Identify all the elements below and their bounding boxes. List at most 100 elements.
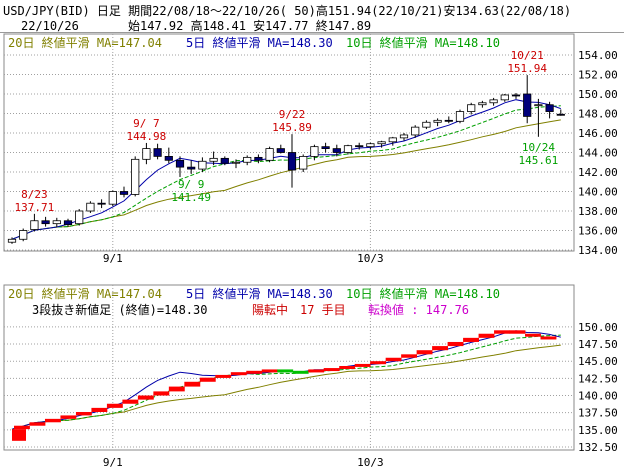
candle-body (164, 155, 173, 161)
upper-legend-ma20: 20日 終値平滑 MA=147.04 (8, 35, 162, 50)
line-break-count: 17 手目 (300, 303, 346, 317)
candle-body (198, 160, 207, 170)
line-break-brick (370, 361, 387, 365)
line-break-brick (401, 354, 418, 358)
lower-x-tick: 9/1 (103, 456, 123, 469)
candle-body (220, 157, 229, 164)
candle-body (310, 146, 319, 157)
upper-legend-ma5: 5日 終値平滑 MA=148.30 (186, 35, 333, 50)
candle-body (388, 137, 397, 143)
line-break-reversal: 転換値 : 147.76 (368, 302, 469, 317)
line-break-brick (44, 418, 61, 423)
line-break-brick (354, 363, 371, 367)
line-break-brick (494, 330, 510, 334)
annotation-date: 9/ 9 (178, 178, 205, 191)
annotation-date: 9/ 7 (133, 117, 160, 130)
line-break-brick (29, 422, 46, 426)
upper-plot-frame (3, 33, 575, 252)
lower-y-tick: 145.00 (578, 355, 618, 368)
lower-ma10-line (11, 334, 561, 430)
lower-y-tick: 137.50 (578, 407, 618, 420)
candle-body (52, 220, 61, 225)
candle-body (478, 102, 487, 106)
candle-body (254, 156, 263, 161)
line-break-brick (463, 337, 479, 342)
candle-body (422, 121, 431, 128)
ohlc-summary: 22/10/26 始147.92 高148.41 安147.77 終147.89 (3, 17, 371, 34)
lower-legend-ma10: 10日 終値平滑 MA=148.10 (346, 286, 500, 301)
line-break-brick (308, 369, 325, 373)
line-break-brick (91, 407, 108, 412)
candle-body (332, 148, 341, 153)
candle-body (75, 210, 84, 225)
candle-body (299, 155, 308, 170)
lower-ma20-line (11, 344, 561, 430)
period-summary: USD/JPY(BID) 日足 期間22/08/18～22/10/26( 50)… (3, 4, 572, 18)
line-break-info: 3段抜き新値足 (終値)=148.30 (32, 302, 207, 317)
lower-x-tick: 10/3 (357, 456, 384, 469)
line-break-brick (416, 350, 433, 355)
lower-legend-ma5: 5日 終値平滑 MA=148.30 (186, 286, 333, 301)
line-break-brick (339, 365, 356, 369)
upper-y-tick: 150.00 (578, 88, 618, 101)
last-date: 22/10/26 (21, 19, 79, 33)
line-break-brick (447, 341, 464, 347)
upper-y-tick: 134.00 (578, 244, 618, 257)
annotation-value: 145.61 (519, 154, 559, 167)
candle-body (377, 141, 386, 145)
line-break-state: 陽転中 (252, 302, 288, 317)
chart-header: USD/JPY(BID) 日足 期間22/08/18～22/10/26( 50)… (0, 0, 624, 33)
candle-body (556, 113, 565, 116)
last-ohlc: 始147.92 高148.41 安147.77 終147.89 (128, 19, 372, 33)
candle-body (243, 156, 252, 163)
candle-body (153, 148, 162, 157)
lower-ma5-line (11, 330, 561, 430)
candle-body (41, 220, 50, 225)
lower-y-tick: 150.00 (578, 321, 618, 334)
line-break-brick (12, 429, 26, 441)
lower-y-tick: 135.00 (578, 424, 618, 437)
candle-body (433, 119, 442, 123)
upper-y-tick: 146.00 (578, 127, 618, 140)
upper-y-tick: 148.00 (578, 108, 618, 121)
candle-body (366, 143, 375, 148)
upper-x-tick: 9/1 (103, 252, 123, 265)
upper-y-tick: 142.00 (578, 166, 618, 179)
line-break-brick (277, 369, 294, 373)
candle-body (187, 166, 196, 170)
annotation-value: 144.98 (127, 130, 167, 143)
candle-body (411, 126, 420, 136)
upper-x-tick: 10/3 (357, 252, 384, 265)
annotation-value: 137.71 (15, 201, 55, 214)
candle-body (63, 220, 73, 226)
candle-body (489, 99, 498, 104)
line-break-brick (540, 336, 557, 340)
line-break-brick (246, 370, 263, 374)
candle-body (534, 104, 543, 107)
candle-body (276, 148, 285, 153)
lower-y-tick: 132.50 (578, 441, 618, 454)
line-break-brick (153, 391, 170, 396)
line-break-brick (168, 386, 185, 392)
line-break-brick (122, 399, 139, 404)
annotation-date: 10/24 (522, 141, 555, 154)
candle-body (545, 104, 554, 112)
line-break-brick (75, 411, 92, 416)
annotation-value: 141.49 (171, 191, 211, 204)
candle-body (108, 191, 117, 205)
candle-body (142, 148, 151, 160)
candle-body (523, 93, 532, 117)
upper-ma10-line (11, 105, 561, 240)
line-break-brick (106, 403, 123, 408)
line-break-brick (184, 381, 201, 387)
candle-body (287, 152, 297, 171)
line-break-brick (432, 346, 448, 351)
lower-y-tick: 142.50 (578, 372, 618, 385)
upper-ma5-line (11, 99, 561, 240)
upper-y-tick: 154.00 (578, 49, 618, 62)
upper-y-tick: 140.00 (578, 186, 618, 199)
line-break-brick (14, 425, 30, 430)
candle-body (19, 230, 28, 240)
upper-y-tick: 152.00 (578, 69, 618, 82)
